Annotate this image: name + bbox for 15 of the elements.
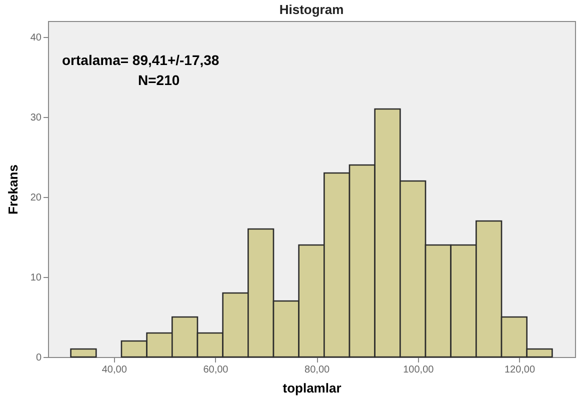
y-tick-label: 40 <box>30 32 42 44</box>
y-tick-label: 30 <box>30 112 42 124</box>
x-tick-label: 120,00 <box>504 364 536 376</box>
y-tick-label: 0 <box>36 352 42 364</box>
x-axis-title: toplamlar <box>282 380 342 396</box>
x-tick-label: 40,00 <box>102 364 128 376</box>
y-axis-title: Frekans <box>5 164 20 214</box>
y-tick-label: 10 <box>30 272 42 284</box>
x-tick-label: 100,00 <box>403 364 434 376</box>
annotation: ortalama= 89,41+/-17,38 <box>62 52 220 68</box>
x-tick-label: 60,00 <box>203 364 229 376</box>
chart-title: Histogram <box>279 2 344 17</box>
y-tick-label: 20 <box>30 192 42 204</box>
annotation: N=210 <box>138 72 180 88</box>
x-tick-label: 80,00 <box>304 364 330 376</box>
